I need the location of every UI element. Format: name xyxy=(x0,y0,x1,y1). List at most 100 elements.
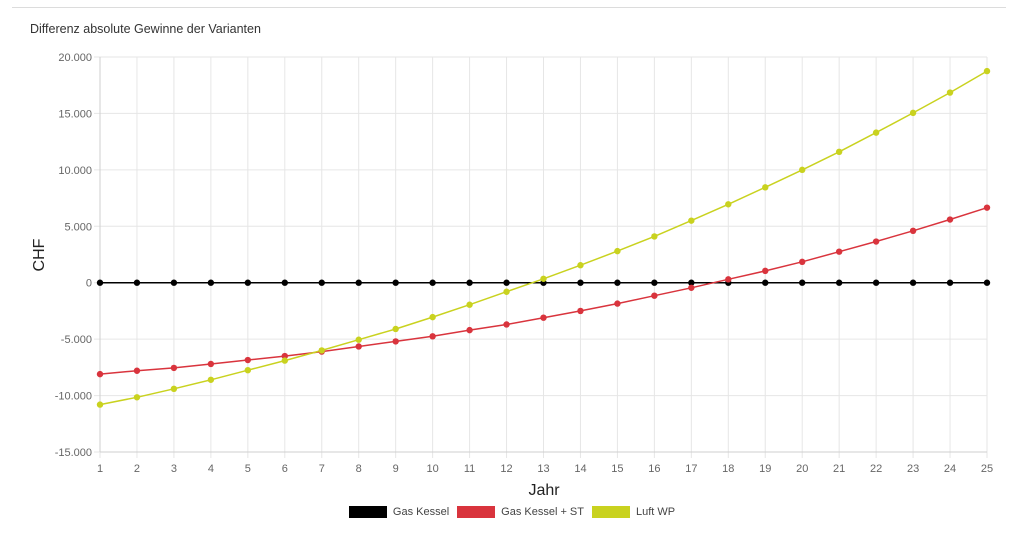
data-point[interactable] xyxy=(835,279,843,286)
data-point[interactable] xyxy=(392,325,399,333)
data-point[interactable] xyxy=(207,279,215,286)
legend-item[interactable]: Gas Kessel xyxy=(348,506,449,518)
data-point[interactable] xyxy=(872,279,880,286)
data-point[interactable] xyxy=(429,313,436,321)
x-tick-label: 16 xyxy=(648,463,660,475)
data-point[interactable] xyxy=(466,301,473,308)
data-point[interactable] xyxy=(688,279,695,286)
y-tick-label: 10.000 xyxy=(58,165,92,177)
data-point[interactable] xyxy=(688,284,695,291)
data-point[interactable] xyxy=(503,279,510,286)
data-point[interactable] xyxy=(133,394,141,401)
legend-swatch xyxy=(457,506,496,518)
data-point[interactable] xyxy=(540,314,547,321)
data-point[interactable] xyxy=(96,370,104,378)
data-point[interactable] xyxy=(207,376,215,383)
legend-item[interactable]: Gas Kessel + ST xyxy=(457,506,584,518)
data-point[interactable] xyxy=(281,279,288,286)
data-point[interactable] xyxy=(503,321,510,328)
data-point[interactable] xyxy=(355,336,362,343)
data-point[interactable] xyxy=(651,292,658,299)
data-point[interactable] xyxy=(392,338,399,345)
data-point[interactable] xyxy=(355,343,362,350)
x-tick-label: 20 xyxy=(796,463,808,475)
data-point[interactable] xyxy=(762,184,769,191)
x-tick-label: 15 xyxy=(611,463,623,475)
x-tick-label: 1 xyxy=(97,463,103,475)
data-point[interactable] xyxy=(207,360,215,368)
data-point[interactable] xyxy=(318,347,325,354)
data-point[interactable] xyxy=(466,326,473,334)
series-points xyxy=(96,67,991,408)
data-point[interactable] xyxy=(281,352,288,360)
data-point[interactable] xyxy=(170,385,178,392)
data-point[interactable] xyxy=(96,279,104,286)
y-tick-label: -10.000 xyxy=(55,391,92,403)
y-tick-label: -5.000 xyxy=(61,334,92,346)
data-point[interactable] xyxy=(946,216,954,223)
data-point[interactable] xyxy=(429,279,436,286)
data-point[interactable] xyxy=(133,367,141,374)
data-point[interactable] xyxy=(540,275,547,282)
x-tick-label: 23 xyxy=(907,463,919,475)
data-point[interactable] xyxy=(614,279,621,286)
y-axis-ticks: 20.000 15.000 10.000 5.000 0 -5.000 -10.000 -15… xyxy=(55,52,92,459)
x-tick-label: 3 xyxy=(171,463,177,475)
y-tick-label: 20.000 xyxy=(58,52,92,64)
data-point[interactable] xyxy=(392,279,399,286)
data-point[interactable] xyxy=(909,279,917,286)
data-point[interactable] xyxy=(355,279,362,286)
data-point[interactable] xyxy=(946,279,954,286)
data-point[interactable] xyxy=(429,333,436,340)
data-point[interactable] xyxy=(799,166,806,174)
data-point[interactable] xyxy=(96,401,104,408)
legend-item[interactable]: Luft WP xyxy=(591,506,676,518)
x-tick-label: 9 xyxy=(393,463,399,475)
x-axis-title: Jahr xyxy=(528,482,560,499)
legend-swatch xyxy=(348,506,387,518)
data-point[interactable] xyxy=(281,357,288,364)
x-tick-label: 24 xyxy=(944,463,956,475)
data-point[interactable] xyxy=(872,238,880,245)
data-point[interactable] xyxy=(577,279,584,286)
legend-swatch xyxy=(591,506,630,518)
x-tick-label: 4 xyxy=(208,463,214,475)
data-point[interactable] xyxy=(946,89,954,96)
data-point[interactable] xyxy=(133,279,141,286)
data-point[interactable] xyxy=(503,288,510,295)
data-point[interactable] xyxy=(725,276,732,283)
data-point[interactable] xyxy=(688,217,695,224)
x-tick-label: 22 xyxy=(870,463,882,475)
data-point[interactable] xyxy=(909,227,917,234)
data-point[interactable] xyxy=(762,267,769,275)
data-point[interactable] xyxy=(835,148,843,155)
data-point[interactable] xyxy=(872,129,880,136)
data-point[interactable] xyxy=(170,364,178,372)
data-point[interactable] xyxy=(244,366,252,374)
data-point[interactable] xyxy=(799,279,806,286)
data-point[interactable] xyxy=(614,247,621,255)
data-point[interactable] xyxy=(318,279,325,286)
data-point[interactable] xyxy=(799,258,806,266)
data-point[interactable] xyxy=(614,300,621,307)
data-point[interactable] xyxy=(244,356,252,364)
data-point[interactable] xyxy=(983,67,991,75)
data-point[interactable] xyxy=(725,201,732,208)
data-point[interactable] xyxy=(170,279,178,286)
data-point[interactable] xyxy=(983,204,991,211)
data-point[interactable] xyxy=(651,279,658,286)
x-tick-label: 12 xyxy=(500,463,512,475)
data-point[interactable] xyxy=(577,307,584,315)
x-axis-ticks: 1 2 3 4 5 6 7 8 9 10 11 12 13 14 15 16 17 18 19 20 21 22 23 24 2… xyxy=(97,463,993,475)
x-tick-label: 25 xyxy=(981,463,993,475)
data-point[interactable] xyxy=(577,262,584,269)
data-point[interactable] xyxy=(651,233,658,240)
data-point[interactable] xyxy=(983,279,991,286)
data-point[interactable] xyxy=(466,279,473,286)
legend-label: Luft WP xyxy=(635,506,676,518)
data-point[interactable] xyxy=(835,248,843,255)
data-point[interactable] xyxy=(909,109,917,117)
data-point[interactable] xyxy=(762,279,769,286)
data-point[interactable] xyxy=(244,279,252,286)
